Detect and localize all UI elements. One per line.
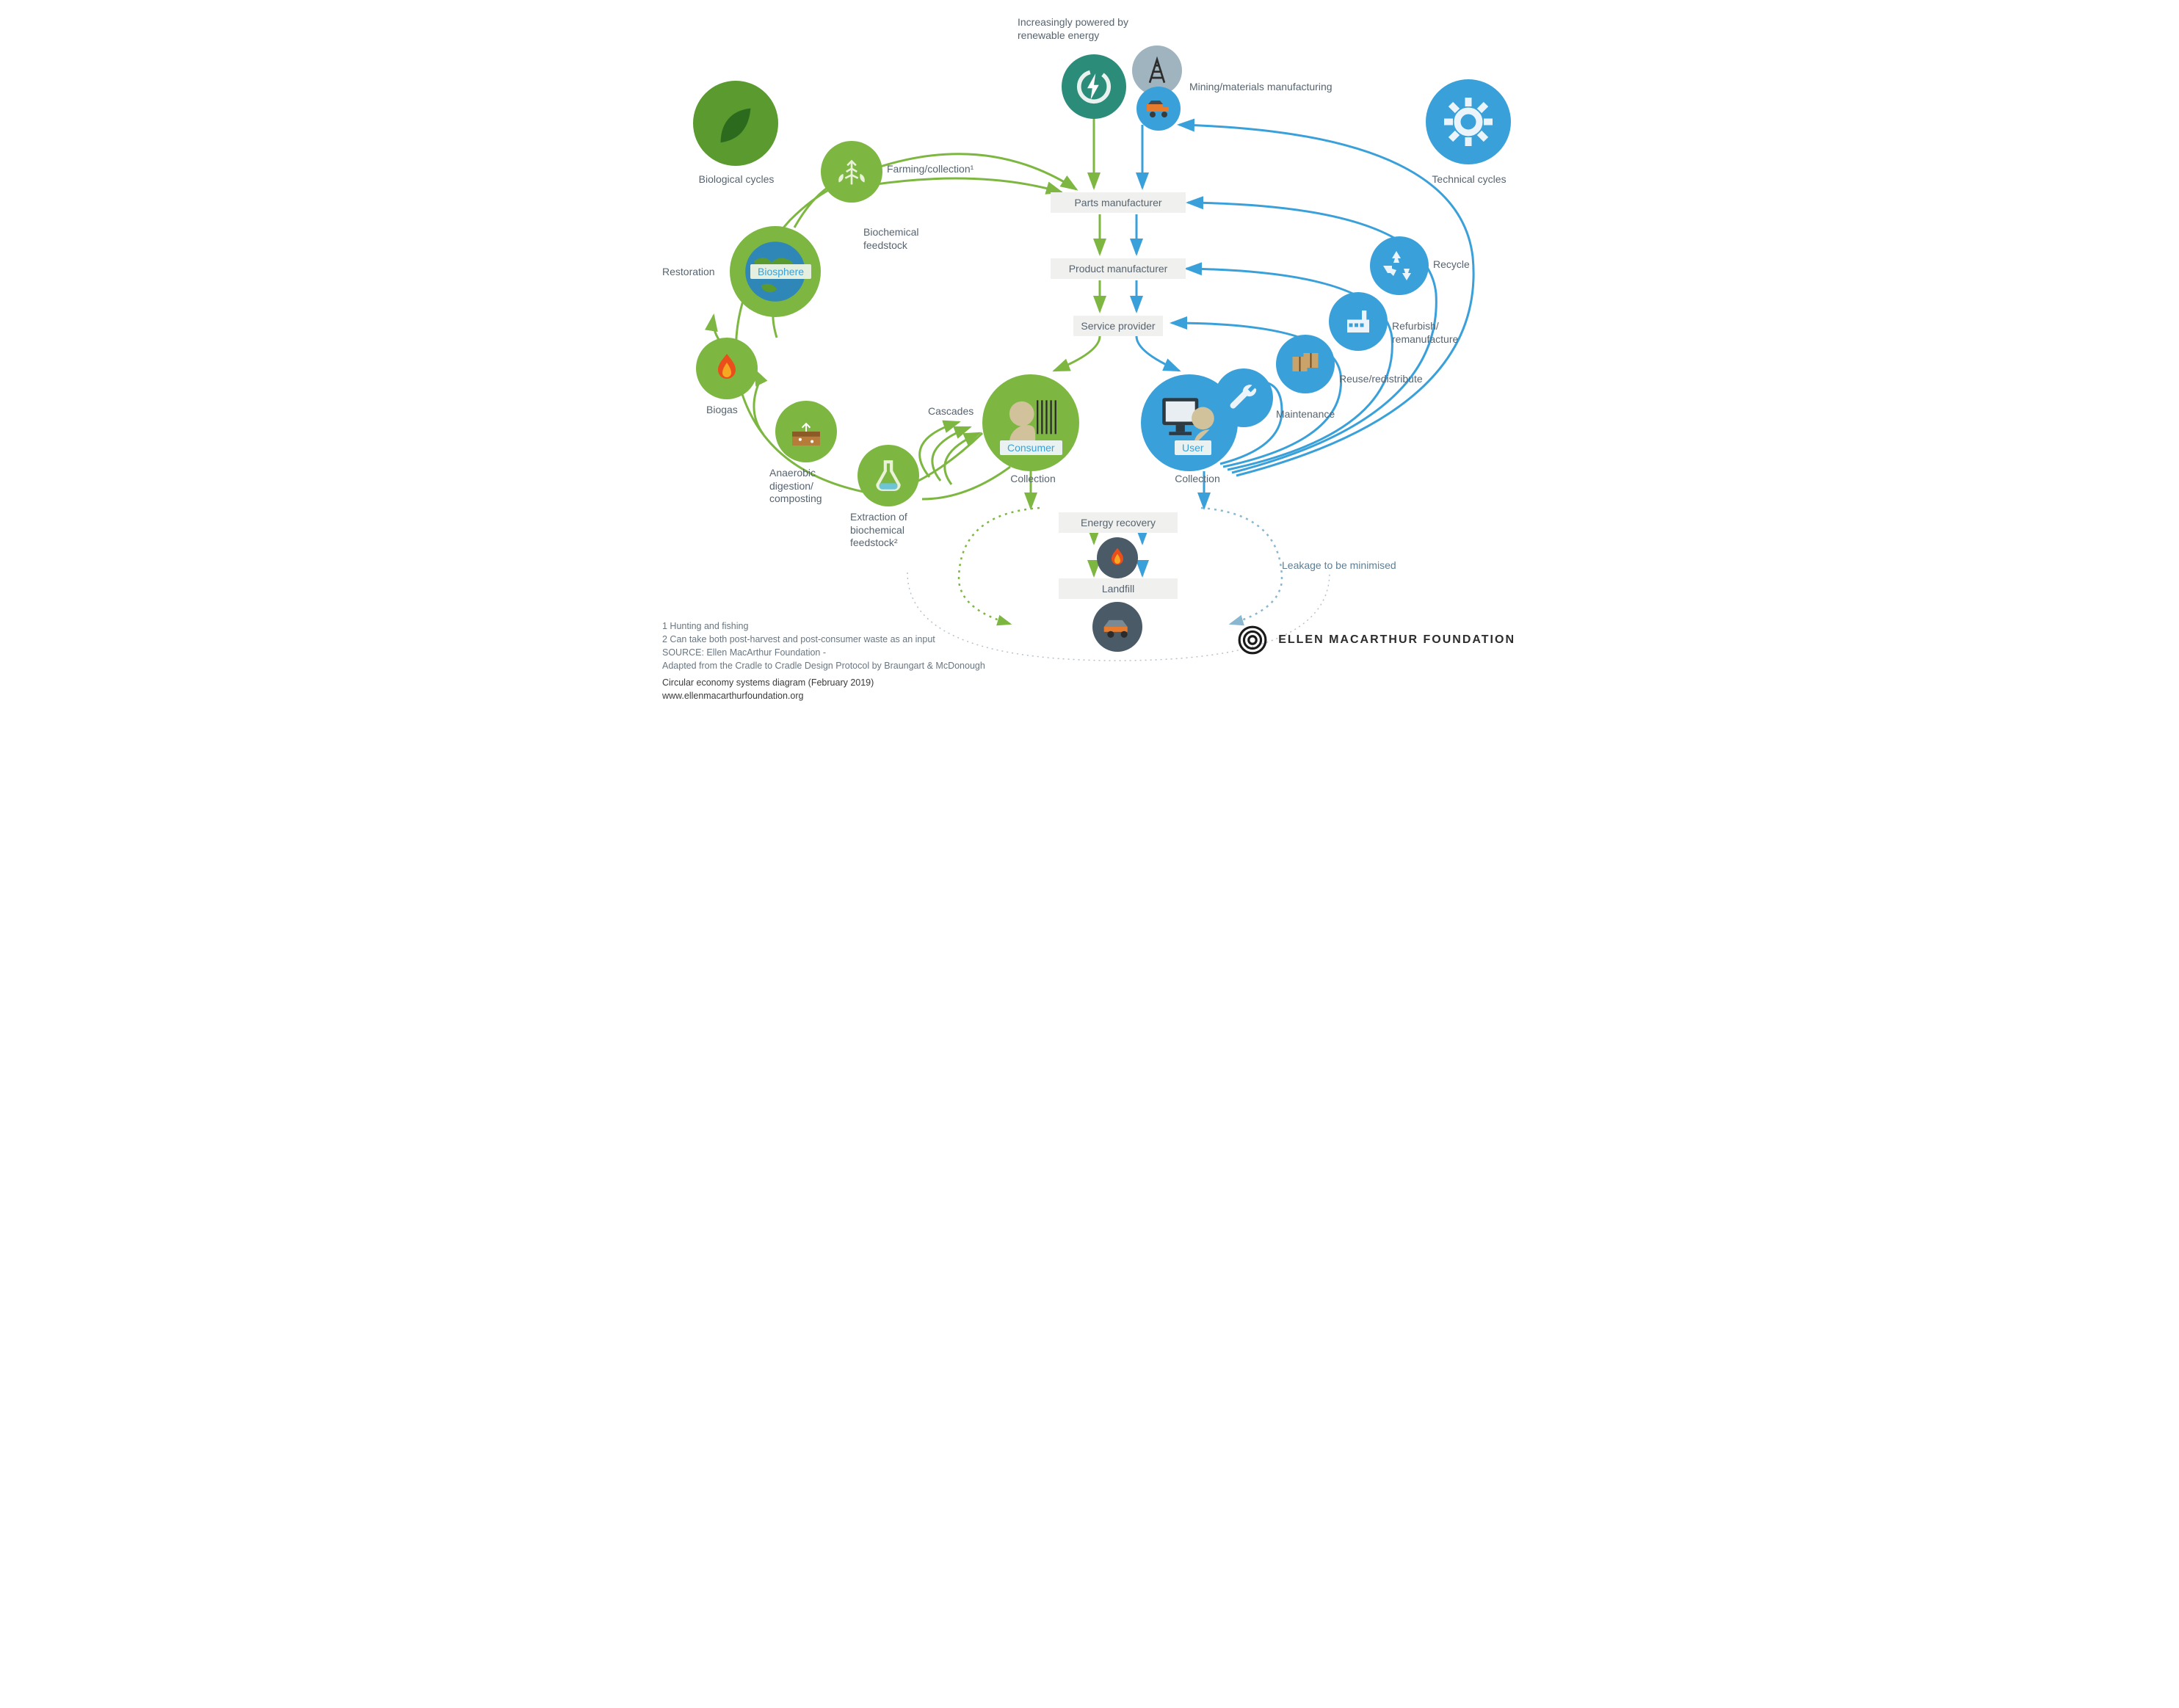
reuse-node	[1276, 335, 1335, 393]
biosphere-label: Biosphere	[750, 264, 811, 279]
biogas-node	[696, 338, 758, 399]
brand-lockup: ELLEN MACARTHUR FOUNDATION	[1237, 625, 1515, 655]
reuse-label: Reuse/redistribute	[1339, 373, 1423, 386]
mining-truck-icon	[1136, 87, 1181, 131]
fn2: 2 Can take both post-harvest and post-co…	[662, 633, 1132, 646]
farming-node	[821, 141, 882, 203]
renewable-icon	[1062, 54, 1126, 119]
biogas-label: Biogas	[706, 404, 738, 417]
collection-left: Collection	[1000, 473, 1066, 486]
restoration-label: Restoration	[662, 266, 715, 279]
fn1: 1 Hunting and fishing	[662, 619, 1132, 633]
leaf-icon	[693, 81, 778, 166]
fire-icon	[1097, 537, 1138, 578]
cascades-label: Cascades	[928, 405, 974, 418]
gear-icon	[1426, 79, 1511, 164]
recycle-node	[1370, 236, 1429, 295]
box-product: Product manufacturer	[1051, 258, 1186, 279]
consumer-label: Consumer	[1000, 440, 1062, 455]
maintenance-label: Maintenance	[1276, 408, 1335, 421]
farming-label: Farming/collection¹	[887, 163, 974, 176]
extraction-node	[858, 445, 919, 506]
box-parts: Parts manufacturer	[1051, 192, 1186, 213]
fn5: Circular economy systems diagram (Februa…	[662, 676, 1132, 689]
diagram-canvas: Biological cycles Technical cycles Incre…	[643, 0, 1536, 699]
mining-label: Mining/materials manufacturing	[1189, 81, 1380, 94]
left-title: Biological cycles	[681, 173, 791, 186]
box-landfill: Landfill	[1059, 578, 1178, 599]
collection-right: Collection	[1164, 473, 1230, 486]
leakage-label: Leakage to be minimised	[1282, 559, 1396, 573]
anaerobic-node	[775, 401, 837, 462]
user-label: User	[1175, 440, 1211, 455]
fn3: SOURCE: Ellen MacArthur Foundation -	[662, 646, 1132, 659]
box-service: Service provider	[1073, 316, 1163, 336]
right-title: Technical cycles	[1414, 173, 1524, 186]
fn6: www.ellenmacarthurfoundation.org	[662, 689, 1132, 702]
refurbish-node	[1329, 292, 1388, 351]
refurbish-label: Refurbish/ remanufacture	[1392, 320, 1458, 346]
extraction-label: Extraction of biochemical feedstock²	[850, 511, 907, 550]
footnotes: 1 Hunting and fishing 2 Can take both po…	[662, 619, 1132, 702]
brand-spiral-icon	[1237, 625, 1268, 655]
consumer-node	[982, 374, 1079, 471]
fn4: Adapted from the Cradle to Cradle Design…	[662, 659, 1132, 672]
recycle-label: Recycle	[1433, 258, 1470, 272]
brand-text: ELLEN MACARTHUR FOUNDATION	[1278, 633, 1515, 647]
anaerobic-label: Anaerobic digestion/ composting	[769, 467, 822, 506]
biochem-label: Biochemical feedstock	[863, 226, 918, 252]
maintenance-node	[1214, 368, 1273, 427]
box-energy: Energy recovery	[1059, 512, 1178, 533]
renewable-label: Increasingly powered by renewable energy	[1018, 16, 1179, 42]
